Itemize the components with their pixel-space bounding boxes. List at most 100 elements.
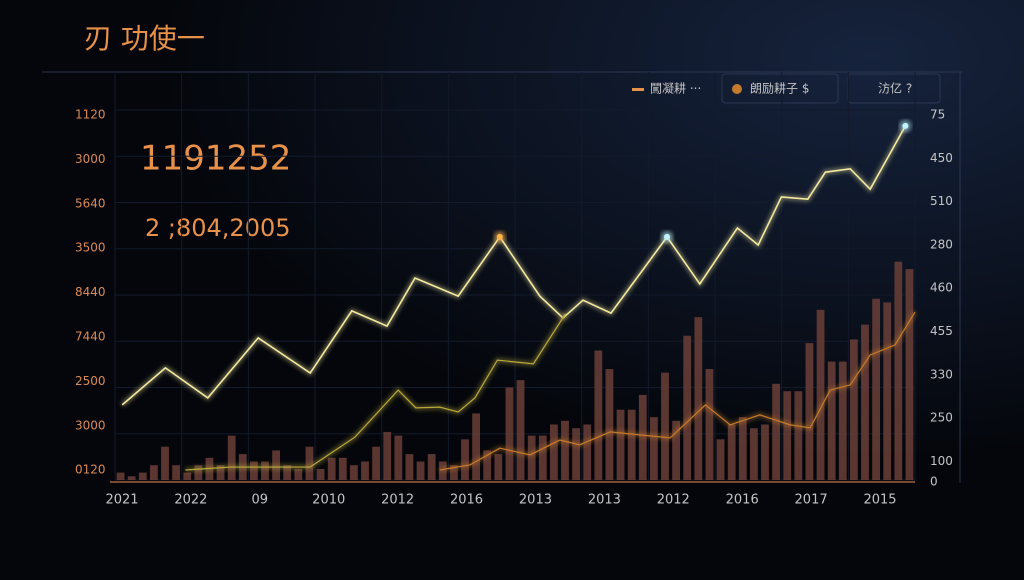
bar <box>161 446 169 480</box>
big-number: 1191252 <box>140 139 291 179</box>
left-label: 5640 <box>75 196 106 210</box>
bar <box>905 269 914 480</box>
bar <box>483 450 492 480</box>
bar <box>727 424 736 480</box>
bar <box>838 361 847 480</box>
bar <box>816 309 825 480</box>
bar <box>172 465 180 480</box>
bar <box>516 380 525 480</box>
chart-title: 刃 功使一 <box>84 22 205 55</box>
x-label: 2012 <box>381 493 414 508</box>
bar <box>327 457 336 480</box>
right-label: 450 <box>930 151 953 165</box>
left-label: 7440 <box>75 330 106 344</box>
left-label: 0120 <box>75 463 106 477</box>
bar <box>194 465 203 480</box>
right-label: 330 <box>930 367 953 381</box>
bar <box>216 465 225 480</box>
line <box>439 311 916 471</box>
left-label: 8440 <box>75 285 106 299</box>
bar <box>416 461 425 480</box>
x-label: 2010 <box>312 493 345 508</box>
bar <box>694 317 703 480</box>
bar <box>383 431 392 480</box>
bar <box>650 417 658 480</box>
right-label: 100 <box>930 454 953 468</box>
left-label: 1120 <box>75 108 106 122</box>
bar <box>716 439 725 480</box>
line <box>185 313 566 471</box>
bar <box>627 409 636 480</box>
legend-swatch <box>732 84 742 94</box>
bar <box>294 468 303 480</box>
bar <box>783 391 792 480</box>
bar <box>461 439 469 480</box>
bar <box>616 409 625 480</box>
bar <box>883 302 892 480</box>
bar <box>505 387 514 480</box>
bar <box>472 413 480 480</box>
bar <box>283 465 292 480</box>
x-label: 2013 <box>588 493 621 508</box>
bar <box>572 428 580 480</box>
bar <box>250 461 258 480</box>
bar <box>427 454 436 480</box>
bar <box>805 343 814 480</box>
bar <box>361 461 369 480</box>
left-label: 3000 <box>75 418 106 432</box>
bar <box>150 465 158 480</box>
bar <box>750 428 758 480</box>
legend-swatch <box>632 88 644 91</box>
bar <box>638 394 647 480</box>
left-label: 3000 <box>75 152 106 166</box>
line <box>121 125 907 406</box>
x-label: 2013 <box>519 493 552 508</box>
x-label: 2016 <box>726 493 759 508</box>
bar <box>661 372 669 480</box>
bar <box>405 454 414 480</box>
bar <box>561 420 569 480</box>
bar <box>350 465 358 480</box>
legend-label: 朗励耕子 $ <box>750 81 809 96</box>
left-label: 2500 <box>75 374 106 388</box>
legend-box <box>721 73 839 104</box>
x-label: 2015 <box>863 493 896 508</box>
bar <box>850 339 858 480</box>
bar <box>305 446 314 480</box>
bar <box>872 298 880 480</box>
x-label: 09 <box>252 493 269 508</box>
bar <box>394 435 403 480</box>
bar <box>550 424 558 480</box>
bar <box>894 261 903 480</box>
bar <box>527 435 536 480</box>
x-label: 2016 <box>450 493 483 508</box>
legend-label: 闖凝耕 ··· <box>650 81 701 96</box>
bar <box>861 324 869 480</box>
point <box>902 122 909 129</box>
bar <box>372 446 380 480</box>
bar <box>705 369 714 480</box>
bar <box>227 435 236 480</box>
bar <box>583 424 592 480</box>
bar <box>672 420 680 480</box>
left-label: 3500 <box>75 241 106 255</box>
bar <box>794 391 803 480</box>
bar <box>127 476 136 480</box>
bar <box>605 369 614 480</box>
bar <box>183 472 192 480</box>
bar <box>116 472 125 480</box>
right-label: 510 <box>930 194 953 208</box>
bar <box>594 350 603 480</box>
bar <box>494 454 503 480</box>
bar <box>761 424 769 480</box>
bar <box>316 468 325 480</box>
bar <box>827 361 836 480</box>
sub-number: 2 ;804,2005 <box>145 214 291 242</box>
x-label: 2012 <box>657 493 690 508</box>
right-label: 75 <box>930 108 945 122</box>
right-label: 0 <box>930 475 938 489</box>
bar <box>772 383 780 480</box>
bar <box>538 435 547 480</box>
